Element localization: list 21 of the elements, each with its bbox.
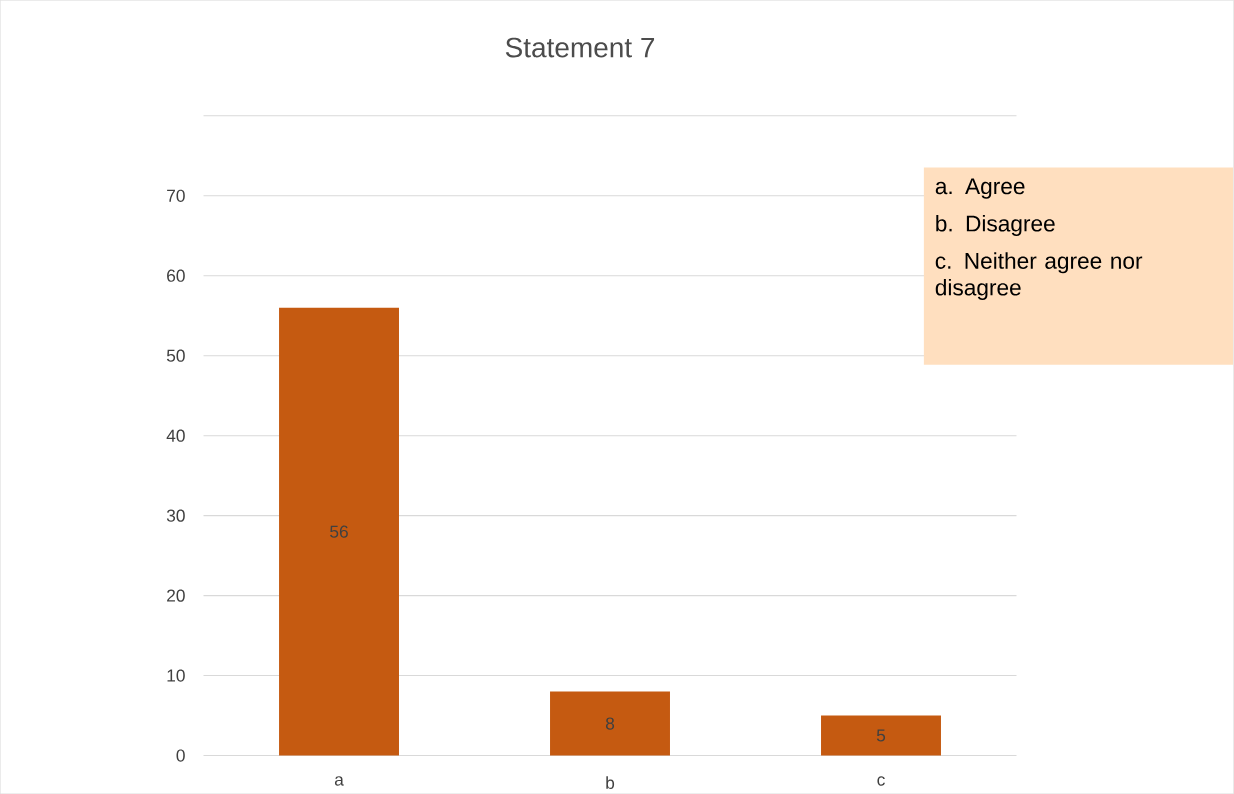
annotation: a. Agree — [935, 178, 1025, 199]
data-label: 56 — [330, 525, 348, 538]
y-tick-label: 50 — [166, 349, 185, 362]
x-tick-label: c — [877, 776, 885, 786]
annotation: c. Neither agree nor disagree — [935, 252, 1143, 300]
chart-title: Statement 7 — [505, 37, 655, 58]
x-tick-label: b — [606, 776, 615, 789]
y-tick-label: 60 — [167, 269, 185, 282]
y-tick-label: 30 — [166, 509, 185, 522]
annotation: b. Disagree — [936, 214, 1055, 236]
y-tick-label: 10 — [167, 669, 185, 682]
bar — [279, 307, 399, 756]
y-tick-label: 20 — [167, 589, 185, 602]
y-tick-label: 70 — [167, 189, 185, 202]
data-label: 5 — [876, 729, 886, 742]
y-tick-label: 0 — [176, 749, 185, 762]
data-label: 8 — [605, 717, 615, 730]
y-tick-label: 40 — [166, 429, 185, 442]
bar — [550, 691, 670, 756]
bar — [821, 715, 941, 756]
x-tick-label: a — [334, 776, 344, 786]
